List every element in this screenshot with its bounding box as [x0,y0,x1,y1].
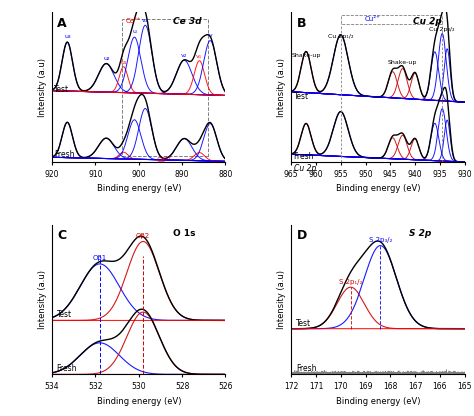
Bar [122,19,208,156]
X-axis label: Binding energy (eV): Binding energy (eV) [97,396,181,406]
Text: v₁: v₁ [196,54,202,59]
Text: v: v [209,33,212,38]
X-axis label: Binding energy (eV): Binding energy (eV) [97,184,181,193]
Y-axis label: Intensity (a.u): Intensity (a.u) [37,58,46,117]
Text: B: B [296,17,306,30]
Text: u₃: u₃ [64,35,71,40]
Text: Ce³⁺: Ce³⁺ [126,18,141,24]
Text: Cu 2p₁/₂: Cu 2p₁/₂ [328,35,354,40]
Text: Cu 2p: Cu 2p [294,164,316,173]
Bar [341,15,442,25]
Text: C: C [57,229,66,243]
Text: S 2p₃/₂: S 2p₃/₂ [369,237,392,243]
Text: Cu 2p₃/₂: Cu 2p₃/₂ [429,27,455,32]
Text: Test: Test [294,92,309,101]
Text: S 2p₁/₂: S 2p₁/₂ [339,279,362,285]
Text: S 2p: S 2p [409,229,431,238]
Text: Shake-up: Shake-up [388,60,417,65]
Text: Cu²⁺: Cu²⁺ [365,17,381,22]
Text: O 1s: O 1s [173,229,196,238]
Text: Test: Test [55,85,69,94]
Text: v₂: v₂ [181,52,187,57]
X-axis label: Binding energy (eV): Binding energy (eV) [336,184,420,193]
Text: u: u [132,30,137,35]
Text: Fresh: Fresh [55,150,75,158]
Text: v₃: v₃ [142,17,148,22]
Y-axis label: Intensity (a.u): Intensity (a.u) [277,270,286,329]
Text: Oβ1: Oβ1 [92,255,107,261]
Text: Ce³⁺: Ce³⁺ [157,157,173,163]
Text: u₂: u₂ [103,56,109,61]
X-axis label: Binding energy (eV): Binding energy (eV) [336,396,420,406]
Text: A: A [57,17,67,30]
Y-axis label: Intensity (a.u): Intensity (a.u) [37,270,46,329]
Text: Cu 2p: Cu 2p [412,17,441,26]
Text: Fresh: Fresh [56,364,77,373]
Text: Fresh: Fresh [296,364,317,373]
Text: Test: Test [56,310,72,319]
Text: u₁: u₁ [120,60,127,65]
Text: Oβ2: Oβ2 [136,233,150,239]
Text: Shake-up: Shake-up [292,53,321,58]
Text: Ce 3d: Ce 3d [173,17,202,26]
Text: Fresh: Fresh [294,152,314,161]
Y-axis label: Intensity (a.u): Intensity (a.u) [277,58,286,117]
Text: D: D [296,229,307,243]
Text: Test: Test [296,319,311,328]
